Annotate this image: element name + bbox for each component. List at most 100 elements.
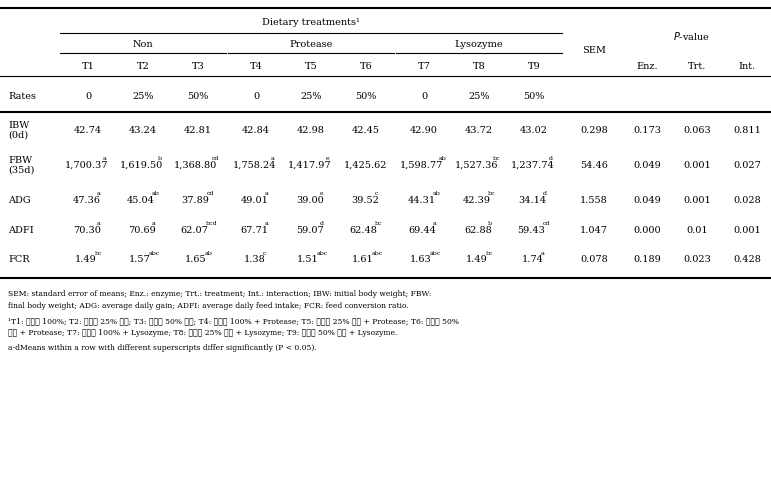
Text: 25%: 25%	[133, 91, 153, 100]
Text: 0.078: 0.078	[580, 256, 608, 264]
Text: 70.69: 70.69	[128, 226, 156, 235]
Text: 0.049: 0.049	[633, 161, 661, 170]
Text: a: a	[103, 156, 106, 161]
Text: 50%: 50%	[187, 91, 209, 100]
Text: a: a	[265, 221, 269, 226]
Text: ¹T1: 대두박 100%; T2: 유층박 25% 대체; T3: 유층박 50% 대체; T4: 대두박 100% + Protease; T5: 유층박 : ¹T1: 대두박 100%; T2: 유층박 25% 대체; T3: 유층박 5…	[8, 317, 459, 325]
Text: 42.90: 42.90	[410, 126, 438, 134]
Text: 0: 0	[421, 91, 427, 100]
Text: d: d	[543, 191, 547, 196]
Text: cd: cd	[543, 221, 550, 226]
Text: 42.45: 42.45	[352, 126, 380, 134]
Text: 1.63: 1.63	[409, 256, 431, 264]
Text: ab: ab	[433, 191, 440, 196]
Text: 1,425.62: 1,425.62	[344, 161, 388, 170]
Text: e: e	[325, 156, 329, 161]
Text: 50%: 50%	[524, 91, 544, 100]
Text: 1,598.77: 1,598.77	[400, 161, 443, 170]
Text: 0.173: 0.173	[633, 126, 661, 134]
Text: a: a	[271, 156, 274, 161]
Text: c: c	[375, 191, 379, 196]
Text: a: a	[152, 221, 156, 226]
Text: b: b	[488, 221, 492, 226]
Text: 62.48: 62.48	[349, 226, 378, 235]
Text: 62.07: 62.07	[180, 226, 208, 235]
Text: 42.84: 42.84	[242, 126, 270, 134]
Text: 0.001: 0.001	[733, 226, 761, 235]
Text: 25%: 25%	[300, 91, 322, 100]
Text: final body weight; ADG: average daily gain; ADFI: average daily feed intake; FCR: final body weight; ADG: average daily ga…	[8, 302, 409, 310]
Text: ab: ab	[438, 156, 446, 161]
Text: (35d): (35d)	[8, 165, 35, 174]
Text: Non: Non	[133, 40, 153, 48]
Text: d: d	[549, 156, 553, 161]
Text: 54.46: 54.46	[580, 161, 608, 170]
Text: 1.49: 1.49	[466, 256, 487, 264]
Text: a: a	[97, 221, 101, 226]
Text: 59.43: 59.43	[517, 226, 546, 235]
Text: ab: ab	[204, 251, 213, 256]
Text: 1.047: 1.047	[580, 226, 608, 235]
Text: 1.61: 1.61	[352, 256, 373, 264]
Text: 1.51: 1.51	[297, 256, 318, 264]
Text: Rates: Rates	[8, 91, 36, 100]
Text: FBW: FBW	[8, 155, 32, 164]
Text: 0.023: 0.023	[683, 256, 711, 264]
Text: Trt.: Trt.	[688, 62, 706, 70]
Text: T2: T2	[136, 62, 150, 70]
Text: 0.027: 0.027	[733, 161, 761, 170]
Text: Protease: Protease	[289, 40, 333, 48]
Text: 0.01: 0.01	[686, 226, 708, 235]
Text: 43.24: 43.24	[129, 126, 157, 134]
Text: bc: bc	[487, 191, 495, 196]
Text: Int.: Int.	[739, 62, 756, 70]
Text: 44.31: 44.31	[408, 196, 436, 205]
Text: cd: cd	[212, 156, 220, 161]
Text: ADG: ADG	[8, 196, 31, 205]
Text: bc: bc	[375, 221, 382, 226]
Text: T6: T6	[359, 62, 372, 70]
Text: 25%: 25%	[468, 91, 490, 100]
Text: bc: bc	[493, 156, 501, 161]
Text: T9: T9	[527, 62, 540, 70]
Text: 39.52: 39.52	[351, 196, 379, 205]
Text: 1,700.37: 1,700.37	[65, 161, 109, 170]
Text: 39.00: 39.00	[296, 196, 324, 205]
Text: SEM: SEM	[582, 45, 606, 54]
Text: 1.558: 1.558	[580, 196, 608, 205]
Text: T5: T5	[305, 62, 318, 70]
Text: a: a	[97, 191, 101, 196]
Text: 37.89: 37.89	[182, 196, 210, 205]
Text: d: d	[320, 221, 324, 226]
Text: abc: abc	[372, 251, 383, 256]
Text: a: a	[433, 221, 436, 226]
Text: FCR: FCR	[8, 256, 29, 264]
Text: T7: T7	[418, 62, 430, 70]
Text: 0.298: 0.298	[580, 126, 608, 134]
Text: c: c	[263, 251, 267, 256]
Text: a: a	[541, 251, 545, 256]
Text: Dietary treatments¹: Dietary treatments¹	[262, 18, 360, 26]
Text: bc: bc	[486, 251, 493, 256]
Text: SEM: standard error of means; Enz.: enzyme; Trt.: treatment; Int.: interaction; : SEM: standard error of means; Enz.: enzy…	[8, 290, 432, 298]
Text: 67.71: 67.71	[241, 226, 269, 235]
Text: 1.38: 1.38	[244, 256, 266, 264]
Text: 1,417.97: 1,417.97	[288, 161, 332, 170]
Text: 0.189: 0.189	[633, 256, 661, 264]
Text: 1,237.74: 1,237.74	[511, 161, 554, 170]
Text: 0.001: 0.001	[683, 161, 711, 170]
Text: ab: ab	[152, 191, 160, 196]
Text: (0d): (0d)	[8, 130, 28, 140]
Text: b: b	[158, 156, 162, 161]
Text: 0.063: 0.063	[683, 126, 711, 134]
Text: 1,758.24: 1,758.24	[233, 161, 277, 170]
Text: bc: bc	[95, 251, 103, 256]
Text: 42.98: 42.98	[297, 126, 325, 134]
Text: 대체 + Protease; T7: 대두박 100% + Lysozyme; T8: 유층박 25% 대체 + Lysozyme; T9: 유층박 50% 대: 대체 + Protease; T7: 대두박 100% + Lysozyme; …	[8, 329, 397, 337]
Text: 50%: 50%	[355, 91, 377, 100]
Text: 0.428: 0.428	[733, 256, 761, 264]
Text: T4: T4	[250, 62, 262, 70]
Text: 69.44: 69.44	[409, 226, 436, 235]
Text: 43.72: 43.72	[465, 126, 493, 134]
Text: 0.000: 0.000	[633, 226, 661, 235]
